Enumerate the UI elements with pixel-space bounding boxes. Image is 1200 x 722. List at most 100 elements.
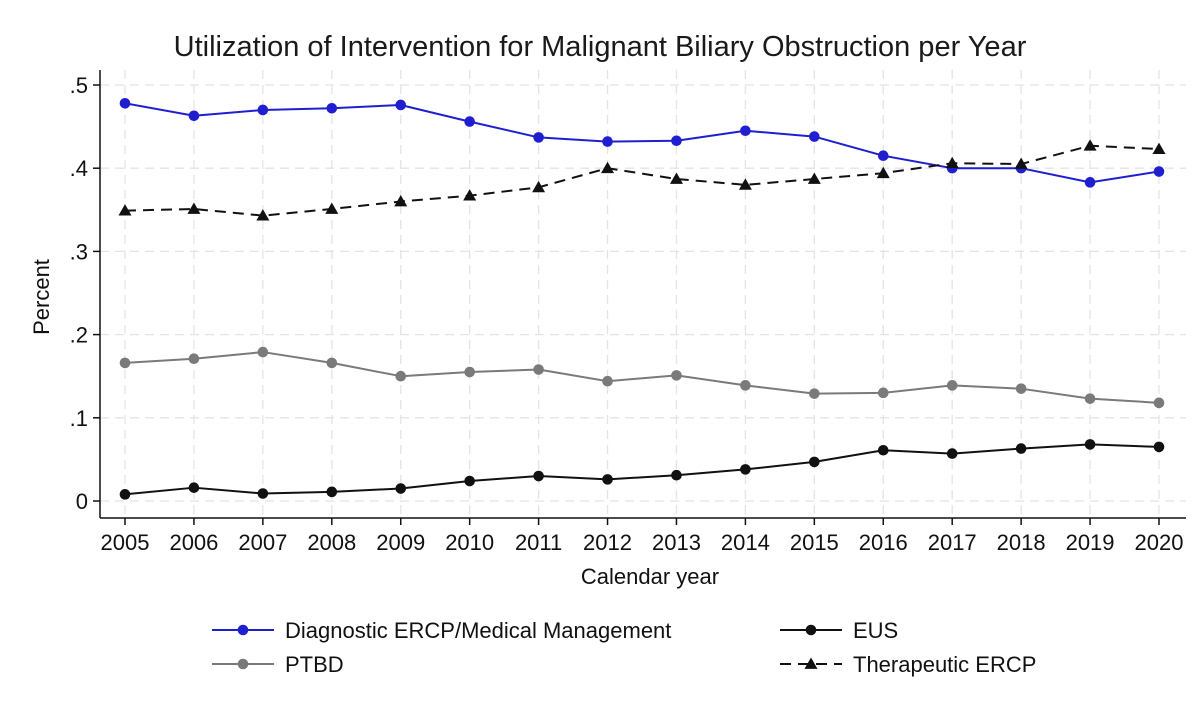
point-diagnostic-ercp-medical-management-2016	[877, 150, 889, 162]
x-tick-label: 2014	[721, 530, 770, 555]
x-tick-label: 2011	[515, 530, 562, 555]
y-tick-label: .4	[70, 156, 88, 181]
legend-swatch-marker	[237, 624, 249, 636]
legend-item-diagnostic-ercp-medical-management: Diagnostic ERCP/Medical Management	[212, 618, 671, 643]
x-tick-label: 2008	[307, 530, 356, 555]
legend-label: PTBD	[285, 652, 344, 677]
legend-label: EUS	[853, 618, 898, 643]
point-eus-2019	[1084, 439, 1096, 450]
point-diagnostic-ercp-medical-management-2011	[533, 132, 544, 143]
x-axis-label: Calendar year	[581, 564, 719, 589]
point-eus-2005	[119, 489, 131, 500]
point-ptbd-2016	[877, 387, 889, 399]
point-eus-2008	[326, 486, 338, 498]
legend-label: Therapeutic ERCP	[853, 652, 1036, 677]
point-therapeutic-ercp-2019	[1083, 139, 1097, 151]
point-therapeutic-ercp-2018	[1014, 157, 1028, 169]
point-diagnostic-ercp-medical-management-2007	[257, 104, 269, 116]
point-eus-2013	[671, 469, 682, 481]
point-ptbd-2007	[257, 346, 269, 358]
series-diagnostic-ercp-medical-management	[119, 98, 1165, 188]
point-ptbd-2020	[1153, 397, 1165, 409]
legend-item-eus: EUS	[780, 618, 898, 643]
chart-title: Utilization of Intervention for Malignan…	[174, 31, 1027, 63]
point-eus-2014	[740, 464, 751, 475]
point-eus-2010	[464, 475, 475, 487]
legend-swatch-marker	[804, 657, 818, 669]
point-eus-2016	[877, 444, 889, 456]
point-therapeutic-ercp-2007	[256, 209, 270, 221]
y-tick-label: .2	[70, 323, 88, 348]
x-tick-label: 2019	[1066, 530, 1115, 555]
series-line-eus	[124, 443, 1160, 496]
x-tick-label: 2015	[790, 530, 839, 555]
legend-item-ptbd: PTBD	[212, 652, 344, 677]
point-eus-2015	[809, 456, 820, 468]
x-tick-label: 2009	[376, 530, 425, 555]
y-axis-label: Percent	[29, 259, 54, 335]
series-therapeutic-ercp	[118, 139, 1166, 221]
series-line-therapeutic-ercp	[124, 144, 1160, 217]
point-eus-2007	[257, 488, 269, 499]
point-therapeutic-ercp-2020	[1152, 142, 1166, 154]
point-diagnostic-ercp-medical-management-2009	[395, 99, 407, 111]
point-therapeutic-ercp-2009	[394, 194, 408, 207]
point-therapeutic-ercp-2016	[876, 166, 890, 179]
point-eus-2018	[1015, 443, 1027, 454]
x-tick-label: 2013	[652, 530, 701, 555]
legend: Diagnostic ERCP/Medical Management EUS PTB…	[212, 618, 1036, 677]
series-layer	[118, 98, 1166, 500]
grid	[100, 70, 1186, 518]
point-therapeutic-ercp-2017	[945, 156, 959, 169]
y-tick-label: .1	[70, 406, 88, 431]
point-ptbd-2011	[533, 364, 544, 375]
series-line-diagnostic-ercp-medical-management	[124, 102, 1160, 184]
x-tick-label: 2007	[238, 530, 287, 555]
x-tick-label: 2016	[859, 530, 908, 555]
point-therapeutic-ercp-2010	[463, 189, 477, 201]
legend-swatch-marker	[237, 658, 249, 670]
x-tick-label: 2006	[169, 530, 218, 555]
point-ptbd-2012	[602, 375, 613, 387]
point-eus-2020	[1153, 441, 1165, 453]
x-tick-label: 2005	[101, 530, 150, 555]
point-diagnostic-ercp-medical-management-2005	[119, 98, 131, 109]
point-ptbd-2009	[395, 370, 407, 382]
point-ptbd-2013	[671, 370, 682, 381]
point-therapeutic-ercp-2014	[738, 178, 752, 190]
axes: 0 .1 .2 .3 .4 .5 2005 2006 2007 2008 2009 2010 2011 2…	[70, 70, 1186, 555]
point-ptbd-2010	[464, 366, 475, 378]
point-diagnostic-ercp-medical-management-2020	[1153, 166, 1165, 177]
point-therapeutic-ercp-2012	[601, 161, 615, 174]
point-ptbd-2008	[326, 357, 338, 369]
point-diagnostic-ercp-medical-management-2010	[464, 116, 475, 127]
y-tick-label: .5	[70, 73, 88, 98]
x-tick-label: 2012	[583, 530, 632, 555]
point-therapeutic-ercp-2013	[669, 172, 683, 184]
point-diagnostic-ercp-medical-management-2019	[1084, 177, 1096, 188]
y-tick-label: 0	[76, 489, 88, 514]
point-diagnostic-ercp-medical-management-2014	[740, 125, 751, 137]
x-tick-label: 2020	[1135, 530, 1184, 555]
series-ptbd	[119, 346, 1165, 409]
point-therapeutic-ercp-2011	[532, 180, 546, 193]
point-diagnostic-ercp-medical-management-2008	[326, 102, 338, 114]
series-line-ptbd	[124, 351, 1160, 404]
point-diagnostic-ercp-medical-management-2012	[602, 136, 613, 147]
point-diagnostic-ercp-medical-management-2013	[671, 135, 682, 147]
point-ptbd-2014	[740, 380, 751, 391]
point-eus-2011	[533, 470, 544, 482]
point-eus-2006	[188, 482, 200, 493]
legend-swatch-marker	[805, 624, 817, 636]
point-eus-2012	[602, 474, 613, 485]
point-eus-2009	[395, 483, 407, 494]
legend-item-therapeutic-ercp: Therapeutic ERCP	[780, 652, 1036, 677]
series-eus	[119, 439, 1165, 500]
legend-label: Diagnostic ERCP/Medical Management	[285, 618, 671, 643]
point-ptbd-2015	[809, 388, 820, 399]
point-ptbd-2005	[119, 357, 131, 369]
point-ptbd-2018	[1015, 383, 1027, 394]
point-eus-2017	[946, 448, 958, 459]
